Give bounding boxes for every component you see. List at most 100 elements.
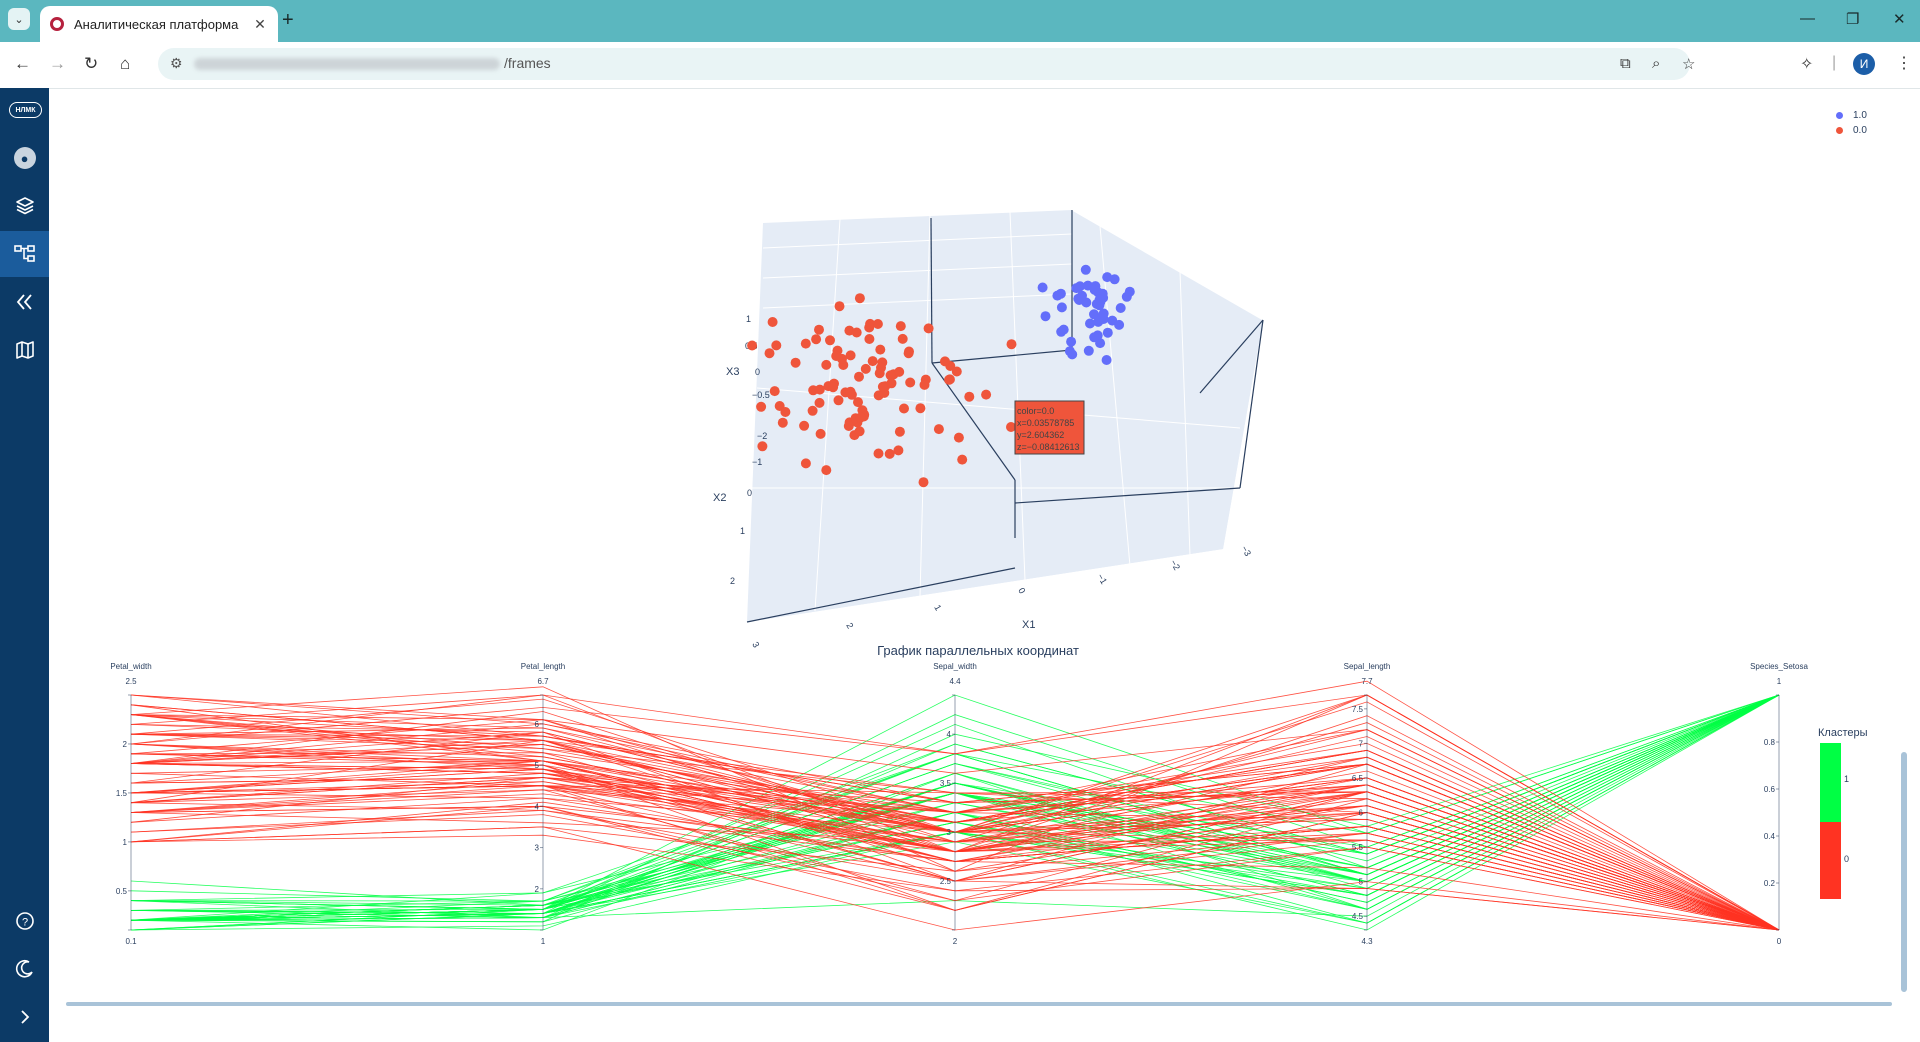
- cluster-0-point[interactable]: [895, 321, 906, 332]
- cluster-0-point[interactable]: [919, 379, 930, 390]
- browser-tab[interactable]: Аналитическая платформа ✕: [40, 6, 278, 42]
- cluster-0-point[interactable]: [884, 448, 895, 459]
- extensions-icon[interactable]: ✧: [1800, 56, 1814, 73]
- cluster-0-point[interactable]: [821, 465, 832, 476]
- app-logo[interactable]: НЛМК: [9, 102, 42, 118]
- sidebar-item-help[interactable]: ?: [0, 898, 49, 944]
- address-bar[interactable]: ⚙ /frames ⧉ ⌕ ☆: [158, 48, 1695, 80]
- cluster-0-point[interactable]: [899, 403, 909, 414]
- tab-search-button[interactable]: ⌄: [8, 8, 30, 30]
- cluster-0-point[interactable]: [923, 323, 934, 334]
- sidebar-item-map[interactable]: [0, 327, 49, 373]
- cluster-0-point[interactable]: [747, 340, 758, 351]
- cluster-1-point[interactable]: [1101, 355, 1112, 365]
- cluster-1-point[interactable]: [1067, 349, 1078, 360]
- reload-icon[interactable]: ↻: [84, 54, 99, 73]
- cluster-0-point[interactable]: [814, 324, 824, 335]
- cluster-0-point[interactable]: [873, 448, 884, 459]
- cluster-0-point[interactable]: [767, 317, 778, 327]
- cluster-0-point[interactable]: [757, 441, 768, 452]
- cluster-0-point[interactable]: [854, 426, 865, 437]
- cluster-0-point[interactable]: [855, 412, 866, 423]
- cluster-0-point[interactable]: [872, 319, 883, 329]
- cluster-0-point[interactable]: [769, 386, 780, 397]
- cluster-0-point[interactable]: [957, 454, 968, 465]
- cluster-1-point[interactable]: [1058, 324, 1069, 335]
- cluster-0-point[interactable]: [886, 378, 897, 389]
- cluster-0-point[interactable]: [981, 389, 992, 400]
- cluster-0-point[interactable]: [777, 417, 788, 428]
- cluster-1-point[interactable]: [1094, 294, 1105, 305]
- cluster-1-point[interactable]: [1115, 303, 1126, 313]
- restore-icon[interactable]: ❐: [1846, 11, 1860, 28]
- cluster-1-point[interactable]: [1066, 336, 1077, 347]
- forward-icon[interactable]: →: [49, 54, 66, 73]
- new-tab-button[interactable]: +: [282, 9, 294, 31]
- cluster-0-point[interactable]: [771, 340, 782, 351]
- cluster-0-point[interactable]: [940, 356, 950, 367]
- cluster-1-point[interactable]: [1114, 319, 1125, 330]
- cluster-0-point[interactable]: [821, 359, 832, 370]
- scatter3d-plot[interactable]: X3 X2 X1 1 0.5 0 −0.5 −2 −1 0 1 2 3 2 1 …: [0, 88, 1920, 708]
- cluster-0-point[interactable]: [790, 357, 801, 368]
- cluster-0-point[interactable]: [800, 338, 811, 349]
- cluster-1-point[interactable]: [1040, 311, 1051, 322]
- cluster-0-point[interactable]: [905, 377, 916, 388]
- cluster-0-point[interactable]: [915, 403, 926, 414]
- cluster-1-point[interactable]: [1089, 284, 1100, 295]
- cluster-1-point[interactable]: [1102, 327, 1113, 338]
- cluster-0-point[interactable]: [893, 445, 904, 456]
- cluster-0-point[interactable]: [864, 334, 875, 344]
- cluster-1-point[interactable]: [1098, 308, 1109, 319]
- cluster-0-point[interactable]: [800, 458, 811, 469]
- cluster-1-point[interactable]: [1089, 332, 1100, 343]
- cluster-1-point[interactable]: [1085, 318, 1095, 329]
- cluster-0-point[interactable]: [953, 432, 964, 443]
- back-icon[interactable]: ←: [14, 54, 31, 73]
- cluster-0-point[interactable]: [874, 368, 885, 379]
- cluster-0-point[interactable]: [851, 327, 862, 338]
- cluster-1-point[interactable]: [1056, 302, 1067, 313]
- cluster-0-point[interactable]: [894, 426, 905, 437]
- sidebar-item-profile[interactable]: ●: [0, 135, 49, 181]
- cluster-1-point[interactable]: [1071, 283, 1082, 294]
- cluster-1-point[interactable]: [1073, 293, 1084, 304]
- close-window-icon[interactable]: ✕: [1893, 11, 1906, 28]
- cluster-1-point[interactable]: [1124, 286, 1135, 297]
- legend-item[interactable]: 1.0: [1836, 108, 1867, 123]
- home-icon[interactable]: ⌂: [120, 54, 131, 73]
- horizontal-scrollbar[interactable]: [66, 1002, 1892, 1006]
- site-settings-icon[interactable]: ⚙: [170, 55, 183, 71]
- cluster-1-point[interactable]: [1037, 282, 1048, 293]
- tab-close-icon[interactable]: ✕: [254, 15, 266, 32]
- cluster-0-point[interactable]: [833, 395, 844, 406]
- cluster-0-point[interactable]: [854, 371, 864, 382]
- cluster-1-point[interactable]: [1109, 274, 1120, 285]
- cluster-0-point[interactable]: [860, 363, 871, 374]
- cluster-0-point[interactable]: [951, 366, 962, 377]
- cluster-0-point[interactable]: [933, 424, 944, 435]
- vertical-scrollbar[interactable]: [1901, 752, 1907, 992]
- cluster-0-point[interactable]: [944, 374, 955, 385]
- sidebar-item-frames[interactable]: [0, 231, 49, 277]
- sidebar-item-expand[interactable]: [0, 994, 49, 1040]
- sidebar-item-layers[interactable]: [0, 183, 49, 229]
- legend-item[interactable]: 0.0: [1836, 123, 1867, 138]
- minimize-icon[interactable]: —: [1800, 10, 1815, 27]
- zoom-icon[interactable]: ⌕: [1652, 55, 1661, 72]
- cluster-0-point[interactable]: [834, 301, 845, 312]
- cluster-1-point[interactable]: [1083, 345, 1094, 356]
- parallel-coordinates-chart[interactable]: График параллельных координат Petal_widt…: [0, 640, 1920, 980]
- cluster-0-point[interactable]: [1006, 339, 1017, 350]
- hovered-point[interactable]: [1006, 422, 1016, 432]
- install-app-icon[interactable]: ⧉: [1620, 55, 1631, 72]
- cluster-0-point[interactable]: [814, 397, 825, 408]
- cluster-0-point[interactable]: [811, 334, 822, 345]
- bookmark-star-icon[interactable]: ☆: [1682, 56, 1696, 73]
- cluster-0-point[interactable]: [780, 407, 791, 417]
- cluster-0-point[interactable]: [877, 381, 888, 392]
- cluster-0-point[interactable]: [864, 322, 875, 333]
- cluster-0-point[interactable]: [843, 421, 854, 431]
- cluster-1-point[interactable]: [1052, 290, 1063, 301]
- sidebar-item-pipelines[interactable]: [0, 279, 49, 325]
